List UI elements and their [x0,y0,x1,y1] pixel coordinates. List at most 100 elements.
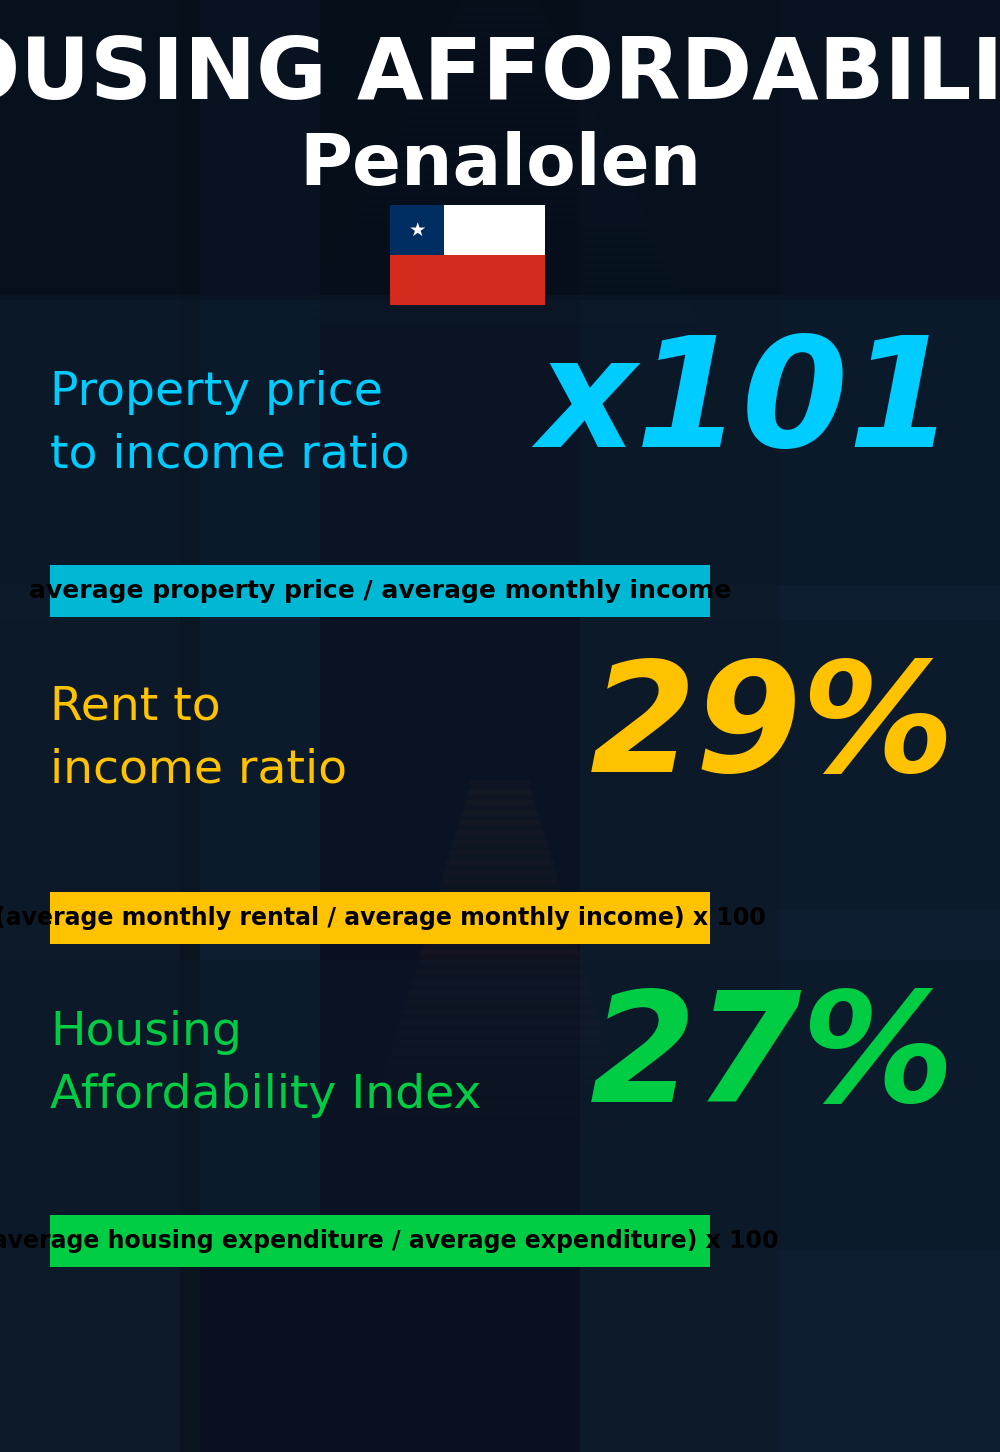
Bar [437,890,563,905]
Bar [300,319,700,333]
Bar [407,990,593,1005]
Bar [390,256,545,305]
Bar [440,41,560,52]
Bar [390,205,545,256]
Bar [364,192,636,203]
Bar [413,970,587,984]
Bar [0,960,1000,1250]
Bar [200,0,320,1234]
Bar [419,950,581,966]
Bar [368,1119,632,1135]
Bar [328,264,672,276]
Bar [292,335,708,348]
Bar [404,1000,596,1015]
Text: Property price
to income ratio: Property price to income ratio [50,370,409,478]
Bar [448,25,552,36]
Bar [228,465,772,476]
Bar [377,1090,623,1105]
Bar [386,1060,614,1074]
Bar [256,408,744,420]
Text: ★: ★ [408,221,426,240]
Bar [371,1109,629,1125]
Bar [353,1170,647,1185]
Bar [50,1215,710,1268]
Bar [348,224,652,237]
Bar [410,980,590,995]
Text: average property price / average monthly income: average property price / average monthly… [29,579,731,603]
Bar [356,208,644,221]
Text: (average monthly rental / average monthly income) x 100: (average monthly rental / average monthl… [0,906,765,929]
Bar [374,1101,626,1115]
Bar [365,1130,635,1146]
Bar [308,303,692,317]
Bar [440,880,560,894]
Bar [380,1080,620,1095]
Bar [467,790,533,804]
Bar [244,433,756,444]
Bar [268,383,732,396]
Bar [240,440,760,452]
Text: 29%: 29% [590,655,955,804]
Bar [50,565,710,617]
Bar [224,472,776,484]
Bar [312,296,688,308]
Bar [436,48,564,60]
Bar [456,9,544,20]
Bar [390,205,444,256]
Bar [431,910,569,925]
Bar [356,1160,644,1175]
Bar [236,449,764,460]
Bar [401,1011,599,1025]
Bar [304,312,696,324]
Text: (average housing expenditure / average expenditure) x 100: (average housing expenditure / average e… [0,1228,779,1253]
Bar [288,344,712,356]
Bar [384,152,616,164]
Bar [0,0,1000,301]
Bar [446,860,554,876]
Bar [260,399,740,412]
Bar [50,892,710,944]
Bar [389,1050,611,1064]
Bar [416,960,584,974]
Bar [276,367,724,380]
Bar [392,136,608,148]
Bar [359,1150,641,1165]
Bar [425,929,575,945]
Bar [449,849,551,865]
Bar [376,168,624,180]
Bar [383,1070,617,1085]
Bar [470,780,530,796]
Bar [352,216,648,228]
Bar [332,256,668,269]
Bar [0,0,180,1452]
Bar [324,272,676,285]
Bar [416,89,584,100]
Bar [264,392,736,404]
Bar [412,96,588,107]
Bar [320,280,680,292]
Text: 27%: 27% [590,984,955,1134]
Bar [458,820,542,835]
Bar [360,200,640,212]
Bar [396,128,604,139]
Bar [232,456,768,468]
Bar [432,57,568,68]
Bar [0,620,1000,910]
Bar [316,287,684,301]
Bar [460,0,540,12]
Bar [455,831,545,845]
Bar [424,73,576,84]
Bar [362,1140,638,1154]
Bar [580,0,780,1452]
Text: Rent to
income ratio: Rent to income ratio [50,685,347,793]
Bar [452,16,548,28]
Bar [284,351,716,364]
Bar [404,112,596,123]
Bar [372,176,628,187]
Bar [296,328,704,340]
Text: HOUSING AFFORDABILITY: HOUSING AFFORDABILITY [0,33,1000,116]
Bar [444,32,556,44]
Bar [368,184,632,196]
Bar [340,240,660,253]
Bar [420,80,580,91]
